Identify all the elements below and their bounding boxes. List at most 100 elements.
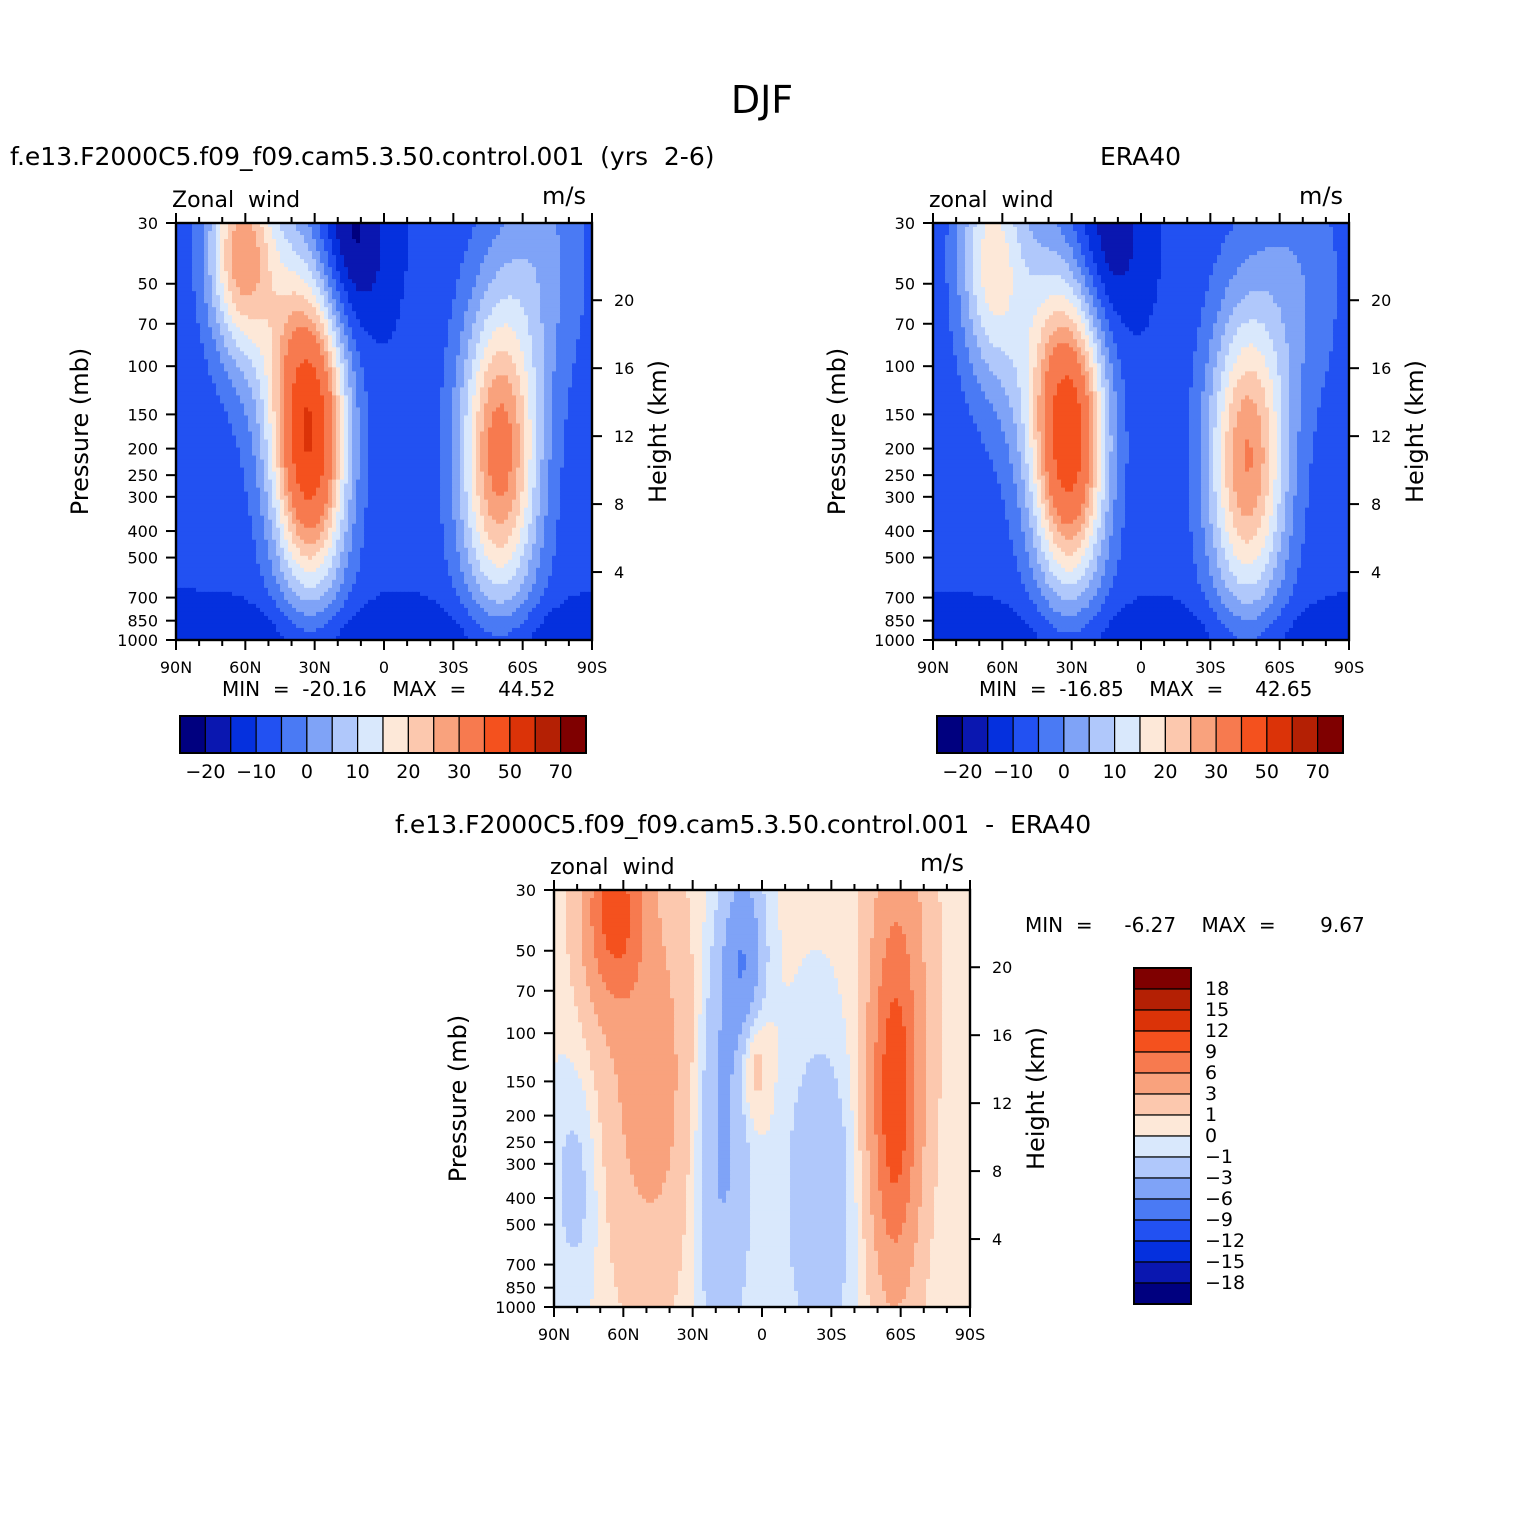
contour-cell [504, 355, 509, 360]
contour-cell [428, 259, 433, 264]
contour-cell [268, 335, 273, 340]
contour-cell [560, 351, 565, 356]
contour-cell [384, 227, 389, 232]
contour-cell [468, 359, 473, 364]
contour-cell [528, 351, 533, 356]
contour-cell [324, 323, 329, 328]
contour-cell [504, 311, 509, 316]
contour-cell [528, 319, 533, 324]
contour-cell [292, 351, 297, 356]
contour-cell [268, 363, 273, 368]
contour-cell [560, 263, 565, 268]
contour-cell [548, 227, 553, 232]
contour-cell [460, 339, 465, 344]
contour-cell [536, 251, 541, 256]
contour-cell [248, 243, 253, 248]
contour-cell [348, 243, 353, 248]
contour-cell [444, 315, 449, 320]
contour-cell [452, 279, 457, 284]
contour-cell [432, 247, 437, 252]
contour-cell [344, 267, 349, 272]
contour-cell [380, 267, 385, 272]
contour-cell [548, 263, 553, 268]
contour-cell [340, 371, 345, 376]
contour-cell [436, 263, 441, 268]
contour-cell [456, 355, 461, 360]
contour-cell [188, 291, 193, 296]
contour-cell [332, 271, 337, 276]
contour-cell [548, 299, 553, 304]
contour-cell [516, 243, 521, 248]
contour-cell [220, 251, 225, 256]
contour-cell [500, 275, 505, 280]
contour-cell [568, 355, 573, 360]
contour-cell [568, 267, 573, 272]
contour-cell [444, 239, 449, 244]
contour-cell [564, 307, 569, 312]
contour-cell [220, 347, 225, 352]
contour-cell [260, 227, 265, 232]
contour-cell [276, 327, 281, 332]
contour-cell [212, 331, 217, 336]
contour-cell [556, 307, 561, 312]
contour-cell [420, 355, 425, 360]
contour-cell [220, 351, 225, 356]
contour-cell [468, 367, 473, 372]
contour-cell [244, 323, 249, 328]
contour-cell [376, 291, 381, 296]
contour-cell [540, 227, 545, 232]
contour-cell [416, 311, 421, 316]
contour-cell [536, 323, 541, 328]
contour-cell [280, 279, 285, 284]
contour-cell [580, 243, 585, 248]
contour-cell [272, 263, 277, 268]
contour-cell [508, 239, 513, 244]
contour-cell [252, 243, 257, 248]
contour-cell [360, 367, 365, 372]
contour-cell [408, 291, 413, 296]
contour-cell [320, 363, 325, 368]
contour-cell [312, 275, 317, 280]
contour-cell [472, 267, 477, 272]
contour-cell [580, 255, 585, 260]
contour-cell [380, 319, 385, 324]
contour-cell [316, 351, 321, 356]
contour-cell [536, 231, 541, 236]
contour-cell [372, 323, 377, 328]
contour-cell [200, 347, 205, 352]
contour-cell [252, 231, 257, 236]
contour-cell [204, 307, 209, 312]
contour-cell [312, 255, 317, 260]
contour-cell [216, 287, 221, 292]
contour-cell [376, 331, 381, 336]
contour-cell [288, 371, 293, 376]
contour-cell [552, 303, 557, 308]
contour-cell [344, 319, 349, 324]
contour-cell [424, 295, 429, 300]
contour-cell [564, 259, 569, 264]
contour-cell [580, 363, 585, 368]
contour-cell [396, 295, 401, 300]
contour-cell [584, 307, 589, 312]
contour-cell [276, 231, 281, 236]
contour-cell [308, 295, 313, 300]
contour-cell [464, 355, 469, 360]
contour-cell [316, 231, 321, 236]
contour-cell [428, 267, 433, 272]
contour-cell [376, 311, 381, 316]
contour-cell [492, 331, 497, 336]
contour-cell [392, 311, 397, 316]
contour-cell [520, 327, 525, 332]
contour-cell [532, 367, 537, 372]
contour-cell [536, 339, 541, 344]
contour-cell [332, 247, 337, 252]
contour-cell [552, 327, 557, 332]
contour-cell [384, 339, 389, 344]
contour-cell [520, 303, 525, 308]
contour-cell [448, 251, 453, 256]
contour-cell [204, 371, 209, 376]
contour-cell [180, 295, 185, 300]
contour-cell [532, 247, 537, 252]
contour-cell [552, 307, 557, 312]
contour-cell [576, 243, 581, 248]
